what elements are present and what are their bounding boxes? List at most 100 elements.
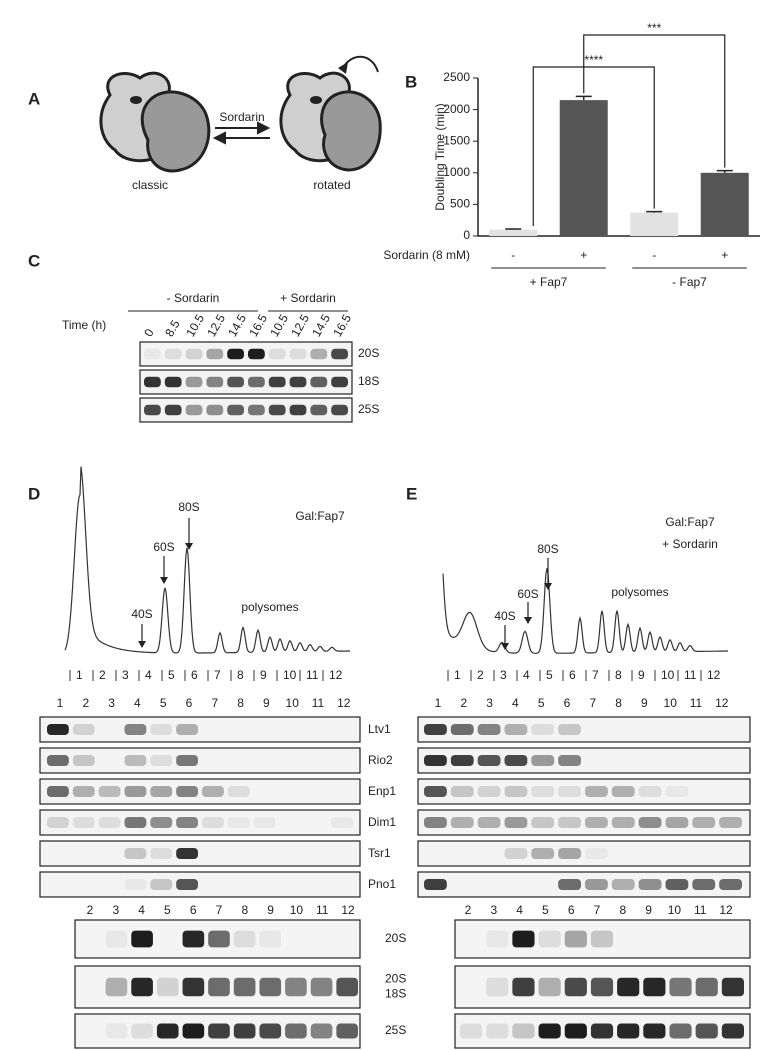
band [176, 755, 198, 766]
time-value: 14.5 [225, 312, 249, 340]
lane-number: 3 [108, 696, 115, 710]
band [424, 724, 447, 735]
blot-frame [139, 341, 353, 367]
band [227, 376, 244, 388]
blot-frame [39, 716, 361, 743]
band [47, 817, 69, 828]
fraction-number: 12 [707, 668, 721, 682]
x-row-label: Sordarin (8 mM) [383, 248, 470, 262]
band [202, 817, 224, 828]
band [695, 977, 718, 997]
lane-number: 12 [337, 696, 351, 710]
fraction-number: 7 [592, 668, 599, 682]
peak-label: 60S [517, 587, 538, 601]
band [558, 848, 581, 859]
band [98, 786, 121, 797]
fraction-number: 10 [283, 668, 297, 682]
panel-title: + Sordarin [662, 537, 718, 551]
polysome-label: polysomes [241, 600, 298, 614]
blot-frame [39, 809, 361, 836]
band [331, 348, 348, 360]
fraction-number: 2 [99, 668, 106, 682]
band [72, 724, 95, 735]
blot-label: 18S [358, 374, 379, 388]
band [310, 977, 333, 997]
band [331, 376, 348, 388]
lane-number: 11 [316, 903, 329, 917]
band [124, 755, 147, 766]
band [208, 1023, 230, 1039]
time-value: 12.5 [204, 312, 228, 340]
fraction-number: 5 [546, 668, 553, 682]
band [424, 879, 447, 890]
band [564, 977, 587, 997]
fraction-number: 3 [122, 668, 129, 682]
band [182, 1023, 205, 1039]
blot-label: 20S [385, 972, 406, 986]
peak-label: 80S [537, 542, 558, 556]
fraction-number: 4 [145, 668, 152, 682]
band [164, 348, 182, 360]
blot-label: Pno1 [368, 877, 396, 891]
band [669, 1023, 692, 1039]
lane-number: 8 [241, 903, 248, 917]
blot-label: Dim1 [368, 815, 396, 829]
lane-number: 3 [112, 903, 119, 917]
band [450, 817, 474, 828]
peak-arrowhead [524, 617, 532, 624]
band [131, 977, 153, 997]
blot [139, 397, 353, 423]
lane-number: 1 [57, 696, 64, 710]
band [486, 977, 509, 997]
fraction-number: 12 [329, 668, 343, 682]
band [504, 755, 528, 766]
band [424, 755, 447, 766]
blot-label: Tsr1 [368, 846, 391, 860]
lane-number: 2 [87, 903, 94, 917]
fraction-number: 11 [684, 668, 697, 682]
band [638, 879, 662, 890]
band [590, 977, 614, 997]
bar [700, 172, 749, 236]
band [47, 755, 69, 766]
band [206, 348, 224, 360]
band [538, 1023, 561, 1039]
lane-number: 7 [211, 696, 218, 710]
band [150, 879, 173, 890]
fraction-number: 8 [615, 668, 622, 682]
band [538, 977, 561, 997]
band [669, 977, 692, 997]
band [248, 348, 265, 360]
band [450, 755, 474, 766]
band [227, 404, 244, 416]
blot [139, 369, 353, 395]
band [185, 404, 203, 416]
band [248, 376, 265, 388]
band [617, 1023, 640, 1039]
lane-number: 6 [186, 696, 193, 710]
panel-letter: E [406, 484, 417, 503]
significance-label: *** [647, 21, 661, 35]
band [227, 817, 250, 828]
bar [630, 212, 679, 236]
fraction-number: 5 [168, 668, 175, 682]
error-bar [646, 210, 663, 213]
band [558, 879, 581, 890]
error-bar [716, 169, 733, 173]
band [512, 1023, 535, 1039]
panel-title: Gal:Fap7 [295, 509, 345, 523]
peak-label: 40S [494, 609, 515, 623]
blot [417, 840, 751, 867]
significance-bracket [583, 34, 726, 168]
polysome-label: polysomes [611, 585, 668, 599]
fraction-number: 4 [523, 668, 530, 682]
rotated-ribosome [279, 55, 382, 172]
time-label: Time (h) [62, 318, 106, 332]
peak-arrowhead [185, 543, 193, 550]
lane-number: 10 [286, 696, 300, 710]
blot-label: 18S [385, 987, 406, 1001]
lane-number: 5 [538, 696, 545, 710]
band [558, 724, 581, 735]
band [150, 848, 173, 859]
y-tick-label: 1500 [443, 133, 470, 147]
